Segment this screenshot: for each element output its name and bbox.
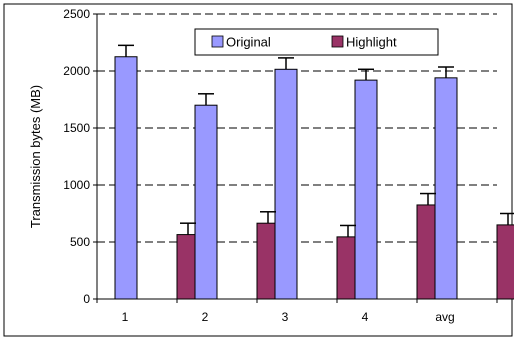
y-tick-label: 2000 <box>63 64 90 78</box>
x-tick-label: 3 <box>282 310 289 324</box>
legend-swatch-highlight <box>331 35 344 48</box>
legend-label-highlight: Highlight <box>346 35 397 50</box>
x-tick-labels: 1 2 3 4 avg <box>122 310 455 324</box>
y-tick-label: 2500 <box>63 7 90 21</box>
y-tick-labels: 0 500 1000 1500 2000 2500 <box>63 7 90 306</box>
x-tick-label: 2 <box>202 310 209 324</box>
y-axis-label: Transmission bytes (MB) <box>28 85 43 228</box>
x-tick-label: 4 <box>362 310 369 324</box>
x-tick-label: 1 <box>122 310 129 324</box>
legend-label-original: Original <box>226 35 271 50</box>
x-tick-label: avg <box>435 310 454 324</box>
y-tick-label: 0 <box>83 292 90 306</box>
y-tick-label: 1500 <box>63 121 90 135</box>
legend-box <box>194 28 439 56</box>
bar-highlight-avg <box>496 224 514 300</box>
error-bars <box>118 44 514 237</box>
bar-original-avg <box>434 77 458 300</box>
bar-original-4 <box>354 79 378 300</box>
legend-swatch-original <box>211 35 224 48</box>
y-tick-label: 1000 <box>63 178 90 192</box>
bar-original-3 <box>274 68 298 300</box>
legend: Original Highlight <box>194 28 439 56</box>
bar-original-1 <box>114 56 138 300</box>
y-tick-label: 500 <box>70 235 90 249</box>
bar-original-2 <box>194 104 218 300</box>
